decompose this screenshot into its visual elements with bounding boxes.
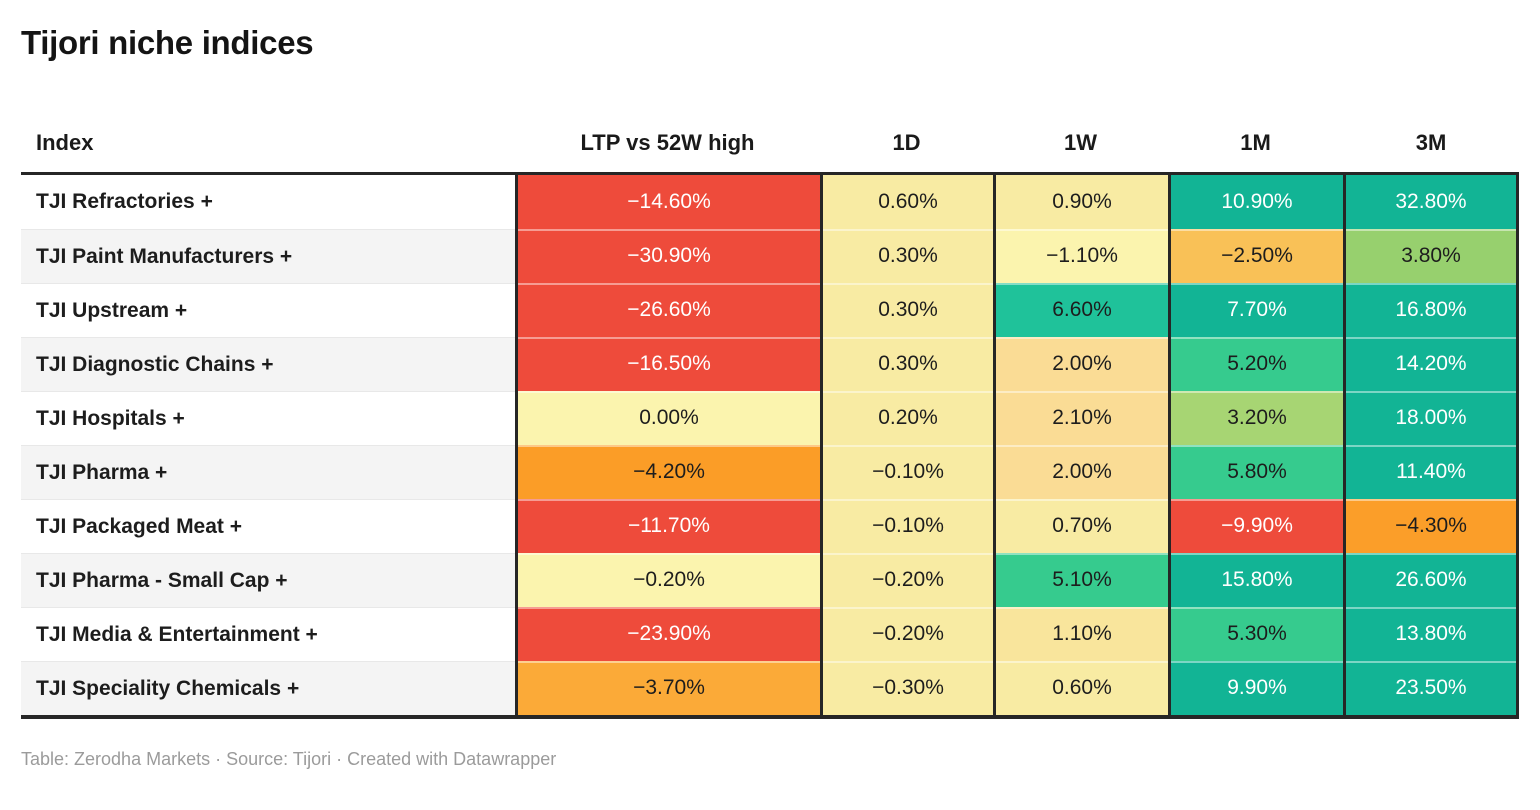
value-cell-ltp-vs-52w-high: −11.70% (515, 499, 820, 553)
column-header-1w: 1W (993, 114, 1168, 172)
value-cell-1d: 0.60% (820, 175, 993, 229)
value-cell-1d: 0.30% (820, 229, 993, 283)
value-cell-1m: −2.50% (1168, 229, 1343, 283)
index-name: TJI Paint Manufacturers + (36, 244, 293, 268)
value-cell-ltp-vs-52w-high: −16.50% (515, 337, 820, 391)
value-cell-3m: 23.50% (1343, 661, 1519, 715)
value-cell-ltp-vs-52w-high: −0.20% (515, 553, 820, 607)
table-bottom-border (21, 715, 1519, 719)
index-name: TJI Packaged Meat + (36, 514, 243, 538)
value-cell-1m: 15.80% (1168, 553, 1343, 607)
index-name-cell[interactable]: TJI Paint Manufacturers + (21, 229, 515, 283)
value-cell-ltp-vs-52w-high: −26.60% (515, 283, 820, 337)
value-cell-1d: −0.30% (820, 661, 993, 715)
value-cell-3m: 11.40% (1343, 445, 1519, 499)
value-cell-3m: 32.80% (1343, 175, 1519, 229)
index-name-cell[interactable]: TJI Pharma + (21, 445, 515, 499)
value-cell-3m: 16.80% (1343, 283, 1519, 337)
index-name-cell[interactable]: TJI Hospitals + (21, 391, 515, 445)
index-name: TJI Pharma - Small Cap + (36, 568, 288, 592)
value-cell-1w: 0.70% (993, 499, 1168, 553)
index-name: TJI Diagnostic Chains + (36, 352, 274, 376)
index-name: TJI Pharma + (36, 460, 168, 484)
value-cell-ltp-vs-52w-high: 0.00% (515, 391, 820, 445)
page-title: Tijori niche indices (21, 24, 314, 61)
value-cell-1m: 10.90% (1168, 175, 1343, 229)
header-divider (21, 172, 1519, 175)
value-cell-1d: 0.30% (820, 337, 993, 391)
value-cell-1w: −1.10% (993, 229, 1168, 283)
value-cell-ltp-vs-52w-high: −23.90% (515, 607, 820, 661)
value-cell-1d: −0.10% (820, 445, 993, 499)
value-cell-1d: 0.20% (820, 391, 993, 445)
value-cell-ltp-vs-52w-high: −4.20% (515, 445, 820, 499)
column-header-3m: 3M (1343, 114, 1519, 172)
value-cell-1m: 9.90% (1168, 661, 1343, 715)
index-name-cell[interactable]: TJI Upstream + (21, 283, 515, 337)
value-cell-1m: −9.90% (1168, 499, 1343, 553)
value-cell-1m: 5.30% (1168, 607, 1343, 661)
value-cell-1w: 6.60% (993, 283, 1168, 337)
indices-table: Index LTP vs 52W high 1D 1W 1M 3M TJI Re… (21, 114, 1519, 719)
value-cell-1w: 0.60% (993, 661, 1168, 715)
index-name: TJI Refractories + (36, 190, 213, 213)
index-name-cell[interactable]: TJI Refractories + (21, 175, 515, 229)
column-header-ltp-vs-52w-high: LTP vs 52W high (515, 114, 820, 172)
value-cell-3m: −4.30% (1343, 499, 1519, 553)
index-name: TJI Media & Entertainment + (36, 622, 318, 646)
index-name-cell[interactable]: TJI Pharma - Small Cap + (21, 553, 515, 607)
index-name: TJI Hospitals + (36, 406, 185, 430)
index-name-cell[interactable]: TJI Packaged Meat + (21, 499, 515, 553)
column-header-index: Index (21, 114, 515, 172)
value-cell-ltp-vs-52w-high: −14.60% (515, 175, 820, 229)
value-cell-1w: 2.00% (993, 337, 1168, 391)
value-cell-1d: −0.20% (820, 607, 993, 661)
value-cell-1m: 3.20% (1168, 391, 1343, 445)
index-name-cell[interactable]: TJI Diagnostic Chains + (21, 337, 515, 391)
value-cell-3m: 18.00% (1343, 391, 1519, 445)
value-cell-3m: 14.20% (1343, 337, 1519, 391)
value-cell-1d: −0.10% (820, 499, 993, 553)
value-cell-3m: 26.60% (1343, 553, 1519, 607)
value-cell-1d: −0.20% (820, 553, 993, 607)
value-cell-3m: 13.80% (1343, 607, 1519, 661)
value-cell-1w: 1.10% (993, 607, 1168, 661)
value-cell-1w: 5.10% (993, 553, 1168, 607)
value-cell-1m: 7.70% (1168, 283, 1343, 337)
index-name-cell[interactable]: TJI Media & Entertainment + (21, 607, 515, 661)
index-name-cell[interactable]: TJI Speciality Chemicals + (21, 661, 515, 715)
value-cell-ltp-vs-52w-high: −30.90% (515, 229, 820, 283)
value-cell-3m: 3.80% (1343, 229, 1519, 283)
value-cell-1w: 2.10% (993, 391, 1168, 445)
value-cell-1m: 5.20% (1168, 337, 1343, 391)
index-name: TJI Upstream + (36, 298, 188, 322)
index-name: TJI Speciality Chemicals + (36, 676, 300, 700)
value-cell-1d: 0.30% (820, 283, 993, 337)
value-cell-1w: 2.00% (993, 445, 1168, 499)
column-header-1d: 1D (820, 114, 993, 172)
value-cell-ltp-vs-52w-high: −3.70% (515, 661, 820, 715)
value-cell-1m: 5.80% (1168, 445, 1343, 499)
column-header-1m: 1M (1168, 114, 1343, 172)
table-footer: Table: Zerodha Markets · Source: Tijori … (21, 749, 557, 769)
value-cell-1w: 0.90% (993, 175, 1168, 229)
